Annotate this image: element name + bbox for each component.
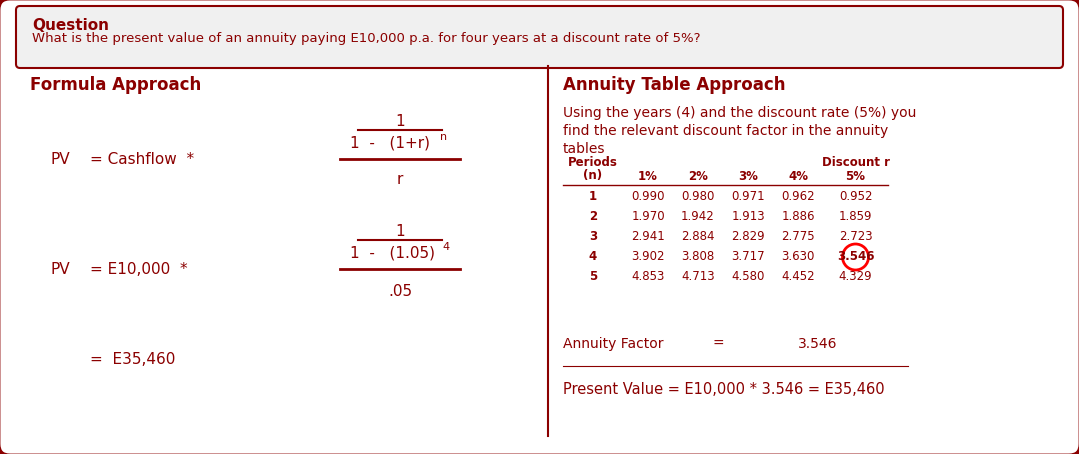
- Text: 1.913: 1.913: [732, 211, 765, 223]
- Text: =: =: [712, 337, 724, 351]
- Text: 3.546: 3.546: [798, 337, 837, 351]
- Text: PV: PV: [50, 152, 70, 167]
- Text: Question: Question: [32, 18, 109, 33]
- Text: 0.971: 0.971: [732, 191, 765, 203]
- Text: 3.902: 3.902: [631, 251, 665, 263]
- Text: 4.853: 4.853: [631, 271, 665, 283]
- Text: =  E35,460: = E35,460: [90, 351, 176, 366]
- Text: PV: PV: [50, 262, 70, 276]
- Text: 0.962: 0.962: [781, 191, 815, 203]
- Text: Formula Approach: Formula Approach: [30, 76, 202, 94]
- Text: = E10,000  *: = E10,000 *: [90, 262, 188, 276]
- Text: 1.942: 1.942: [681, 211, 715, 223]
- Text: 3.546: 3.546: [836, 251, 874, 263]
- Text: 4%: 4%: [788, 169, 808, 183]
- Text: tables: tables: [563, 142, 605, 156]
- Text: 4: 4: [442, 242, 449, 252]
- Text: 4.452: 4.452: [781, 271, 815, 283]
- Text: 3%: 3%: [738, 169, 757, 183]
- FancyBboxPatch shape: [16, 6, 1063, 68]
- Text: Discount r: Discount r: [821, 156, 889, 168]
- Text: find the relevant discount factor in the annuity: find the relevant discount factor in the…: [563, 124, 888, 138]
- Text: (n): (n): [584, 169, 602, 183]
- Text: 1%: 1%: [638, 169, 658, 183]
- Text: 3.717: 3.717: [732, 251, 765, 263]
- Text: .05: .05: [388, 283, 412, 298]
- Text: What is the present value of an annuity paying E10,000 p.a. for four years at a : What is the present value of an annuity …: [32, 32, 700, 45]
- Text: = Cashflow  *: = Cashflow *: [90, 152, 194, 167]
- Text: 1: 1: [589, 191, 597, 203]
- Text: 5%: 5%: [846, 169, 865, 183]
- Text: 0.952: 0.952: [838, 191, 872, 203]
- Text: 2.829: 2.829: [732, 231, 765, 243]
- Text: 0.980: 0.980: [681, 191, 714, 203]
- Text: 4.713: 4.713: [681, 271, 714, 283]
- Text: 1.859: 1.859: [838, 211, 872, 223]
- Text: 2: 2: [589, 211, 597, 223]
- Text: Present Value = E10,000 * 3.546 = E35,460: Present Value = E10,000 * 3.546 = E35,46…: [563, 381, 885, 396]
- Text: 4.580: 4.580: [732, 271, 765, 283]
- Text: 3.630: 3.630: [781, 251, 815, 263]
- Text: 4: 4: [589, 251, 597, 263]
- Text: 2.884: 2.884: [681, 231, 714, 243]
- Text: 1  -   (1+r): 1 - (1+r): [350, 135, 431, 150]
- Text: n: n: [440, 132, 447, 142]
- Text: 1: 1: [395, 223, 405, 238]
- Text: 1.886: 1.886: [781, 211, 815, 223]
- Text: 3: 3: [589, 231, 597, 243]
- Text: 2.723: 2.723: [838, 231, 872, 243]
- Text: 1.970: 1.970: [631, 211, 665, 223]
- Text: Annuity Factor: Annuity Factor: [563, 337, 664, 351]
- Text: 2%: 2%: [688, 169, 708, 183]
- Text: 1  -   (1.05): 1 - (1.05): [350, 246, 435, 261]
- Text: 2.775: 2.775: [781, 231, 815, 243]
- Text: 1: 1: [395, 114, 405, 128]
- Text: r: r: [397, 172, 404, 187]
- Text: 3.808: 3.808: [681, 251, 714, 263]
- Text: 4.329: 4.329: [838, 271, 872, 283]
- Text: 2.941: 2.941: [631, 231, 665, 243]
- Text: Periods: Periods: [568, 156, 618, 168]
- Text: 0.990: 0.990: [631, 191, 665, 203]
- Text: Using the years (4) and the discount rate (5%) you: Using the years (4) and the discount rat…: [563, 106, 916, 120]
- Text: 5: 5: [589, 271, 597, 283]
- Text: Annuity Table Approach: Annuity Table Approach: [563, 76, 786, 94]
